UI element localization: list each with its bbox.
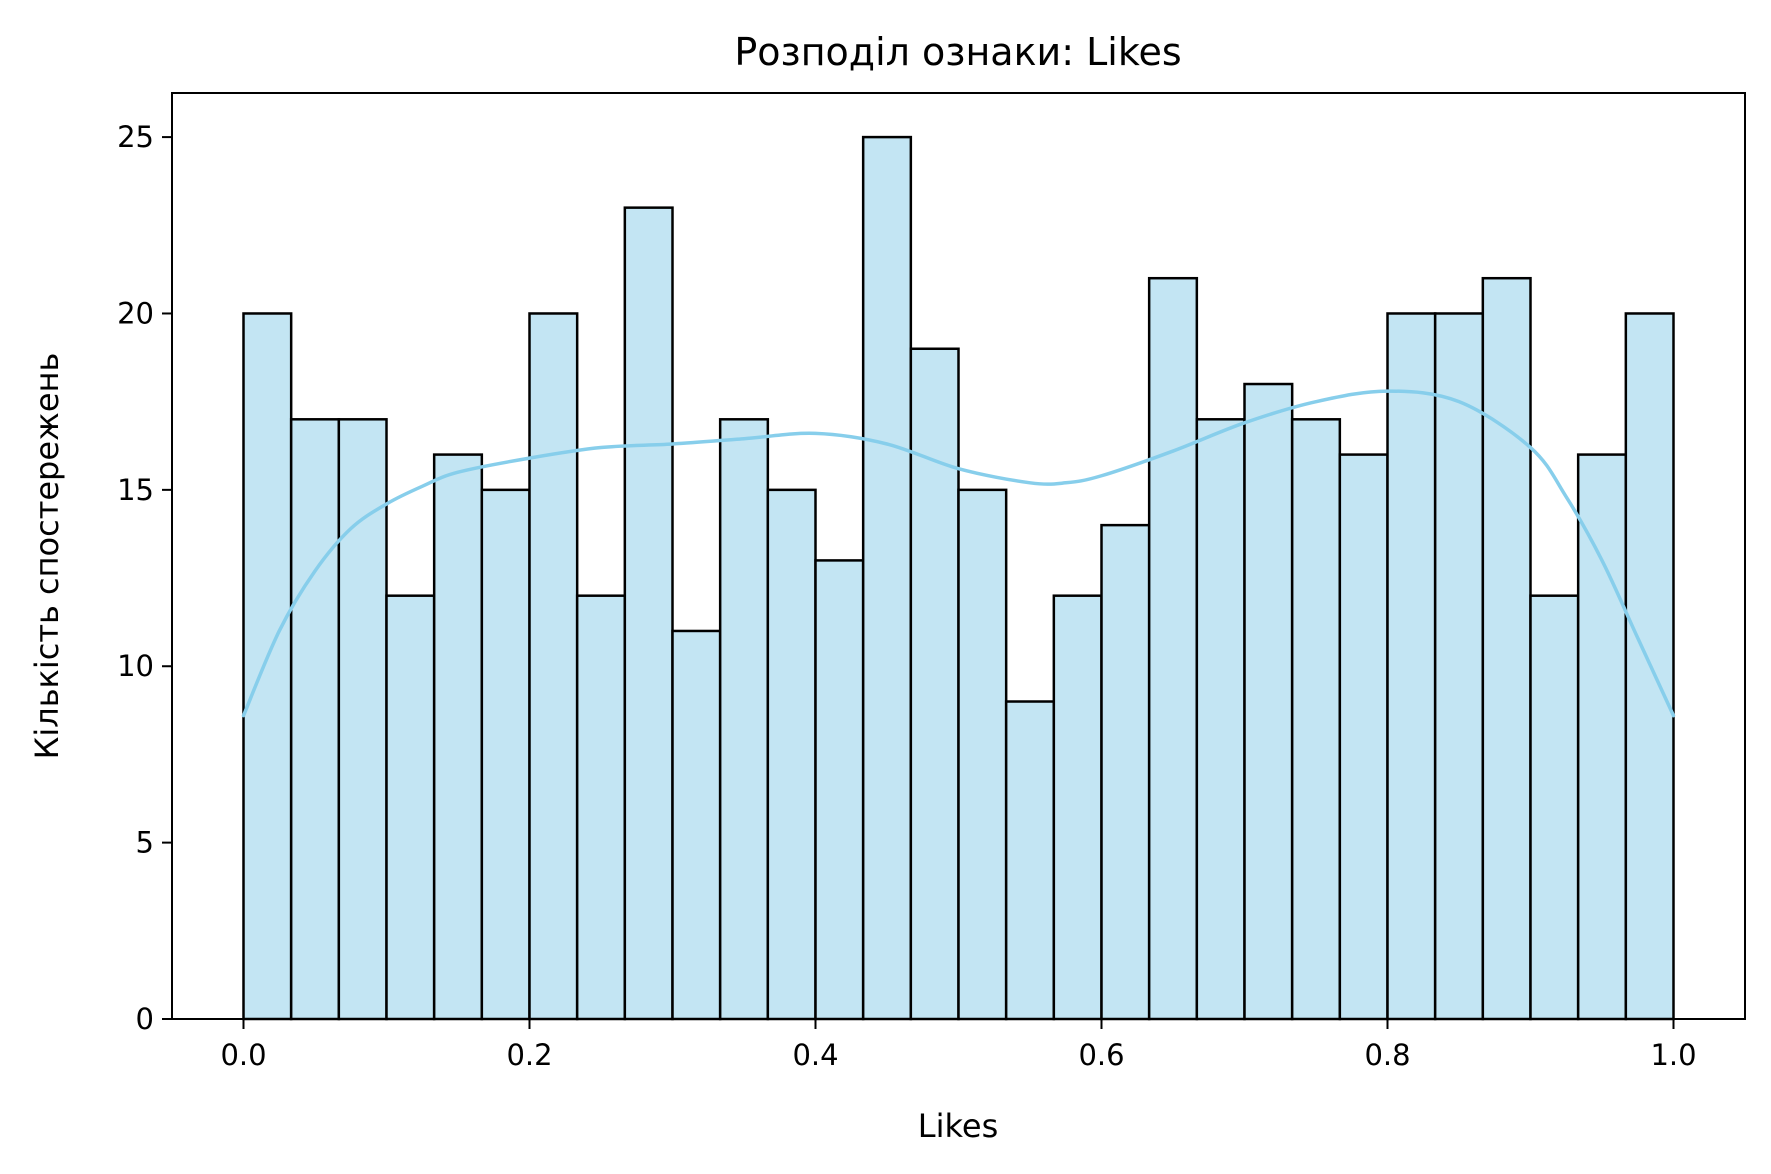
y-tick-label: 15 [117, 473, 154, 507]
histogram-bar [1290, 418, 1342, 1021]
histogram-bar [1052, 594, 1103, 1021]
histogram-bar [1004, 700, 1056, 1021]
x-tick-label: 0.2 [506, 1038, 552, 1072]
histogram-bar [766, 488, 817, 1021]
y-axis-ticks: 0 5 10 15 20 25 [117, 120, 172, 1036]
histogram-bar [528, 312, 579, 1021]
histogram-bar [1529, 594, 1580, 1021]
chart-title: Розподіл ознаки: Likes [734, 30, 1181, 74]
histogram-bar [385, 594, 436, 1021]
y-tick-label: 10 [117, 649, 154, 683]
histogram-bar [242, 312, 293, 1021]
x-tick-label: 0.6 [1078, 1038, 1124, 1072]
histogram-bar [814, 559, 865, 1021]
y-tick-label: 0 [136, 1002, 154, 1036]
histogram-bar [1243, 382, 1294, 1021]
histogram-bar [575, 594, 627, 1021]
x-tick-label: 0.4 [792, 1038, 838, 1072]
x-axis-ticks: 0.0 0.2 0.4 0.6 0.8 1.0 [220, 1019, 1697, 1072]
histogram-bar [718, 418, 770, 1021]
histogram-bar [1433, 312, 1485, 1021]
y-tick-label: 5 [136, 826, 154, 860]
histogram-bar [1576, 453, 1628, 1021]
histogram-bar [289, 418, 341, 1021]
histogram-bar [1100, 523, 1151, 1021]
kde-curve [241, 389, 1676, 718]
plot-frame [171, 92, 1746, 1020]
y-axis-label: Кількість спостережень [28, 353, 66, 760]
x-tick-label: 0.8 [1364, 1038, 1410, 1072]
bars-group [242, 135, 1675, 1021]
y-tick-label: 20 [117, 296, 154, 330]
x-tick-label: 0.0 [220, 1038, 266, 1072]
histogram-bar [1147, 276, 1199, 1021]
y-tick-label: 25 [117, 120, 154, 154]
histogram-bar [957, 488, 1008, 1021]
x-axis-label: Likes [918, 1107, 998, 1145]
histogram-bar [432, 453, 484, 1021]
histogram-bar [480, 488, 531, 1021]
histogram-bar [1338, 453, 1389, 1021]
histogram-bar [1386, 312, 1437, 1021]
histogram-bar [909, 347, 960, 1021]
histogram-bar [623, 206, 674, 1021]
histogram-bar [671, 629, 722, 1021]
x-tick-label: 1.0 [1650, 1038, 1696, 1072]
histogram-bar [861, 135, 913, 1021]
histogram-bar [1195, 418, 1246, 1021]
histogram-bar [1481, 276, 1532, 1021]
